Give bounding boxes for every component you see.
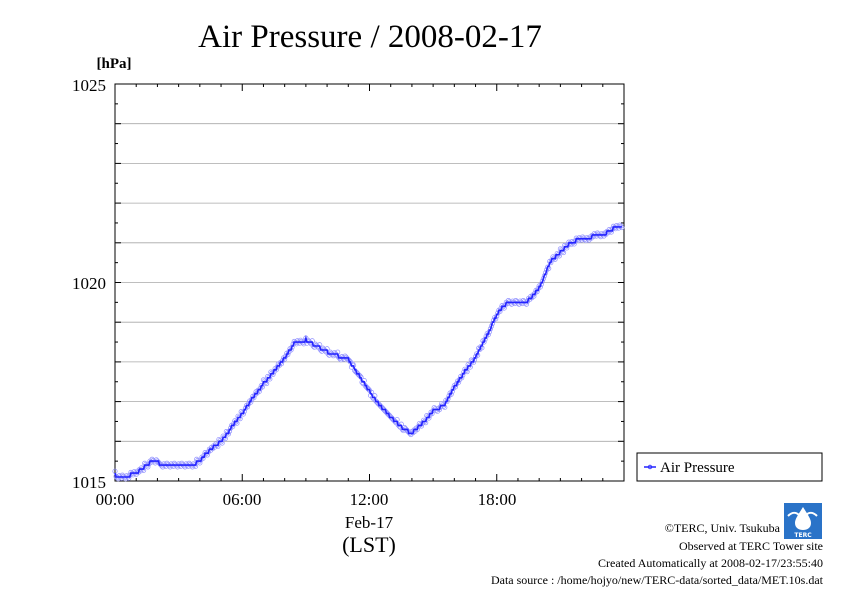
data-point bbox=[126, 475, 132, 481]
y-tick-label-1025: 1025 bbox=[72, 76, 106, 95]
data-point bbox=[489, 320, 496, 326]
data-point bbox=[236, 414, 242, 421]
x-axis-unit-label: (LST) bbox=[342, 532, 396, 557]
logo-text: TERC bbox=[794, 532, 812, 539]
x-tick-label-1800: 18:00 bbox=[478, 490, 517, 509]
chart-title: Air Pressure / 2008-02-17 bbox=[198, 19, 542, 55]
data-point bbox=[497, 308, 503, 315]
data-point bbox=[266, 375, 272, 381]
data-point bbox=[233, 419, 239, 425]
data-point bbox=[541, 273, 548, 279]
data-point bbox=[482, 336, 488, 342]
x-tick-label-0600: 06:00 bbox=[223, 490, 262, 509]
terc-logo: TERC bbox=[784, 503, 822, 539]
legend: Air Pressure bbox=[636, 452, 823, 482]
data-point bbox=[221, 434, 227, 440]
y-axis-label: [hPa] bbox=[97, 56, 132, 72]
data-point bbox=[539, 278, 545, 284]
legend-label: Air Pressure bbox=[660, 460, 735, 476]
credit-created: Created Automatically at 2008-02-17/23:5… bbox=[598, 556, 823, 570]
series-air-pressure bbox=[112, 222, 625, 482]
legend-swatch-marker bbox=[647, 464, 653, 470]
grid bbox=[115, 123, 624, 442]
data-point bbox=[571, 241, 577, 247]
data-point bbox=[608, 229, 614, 235]
data-point bbox=[346, 358, 352, 364]
y-tick-label-1015: 1015 bbox=[72, 473, 106, 492]
data-point bbox=[460, 372, 466, 378]
x-axis-date-label: Feb-17 bbox=[345, 513, 394, 532]
data-point bbox=[200, 455, 206, 461]
legend-box bbox=[636, 452, 823, 482]
data-point bbox=[463, 367, 469, 373]
y-tick-label-1020: 1020 bbox=[72, 274, 106, 293]
x-tick-label-0000: 00:00 bbox=[96, 490, 135, 509]
data-point bbox=[487, 326, 493, 332]
x-tick-label-1200: 12:00 bbox=[350, 490, 389, 509]
data-point bbox=[365, 386, 371, 392]
data-point bbox=[289, 344, 295, 350]
series-line-0 bbox=[114, 226, 622, 478]
credit-org: ©TERC, Univ. Tsukuba bbox=[665, 521, 781, 535]
data-point bbox=[466, 363, 472, 369]
credit-source: Data source : /home/hojyo/new/TERC-data/… bbox=[491, 573, 824, 587]
data-point bbox=[445, 396, 451, 402]
credit-observed: Observed at TERC Tower site bbox=[679, 539, 823, 553]
